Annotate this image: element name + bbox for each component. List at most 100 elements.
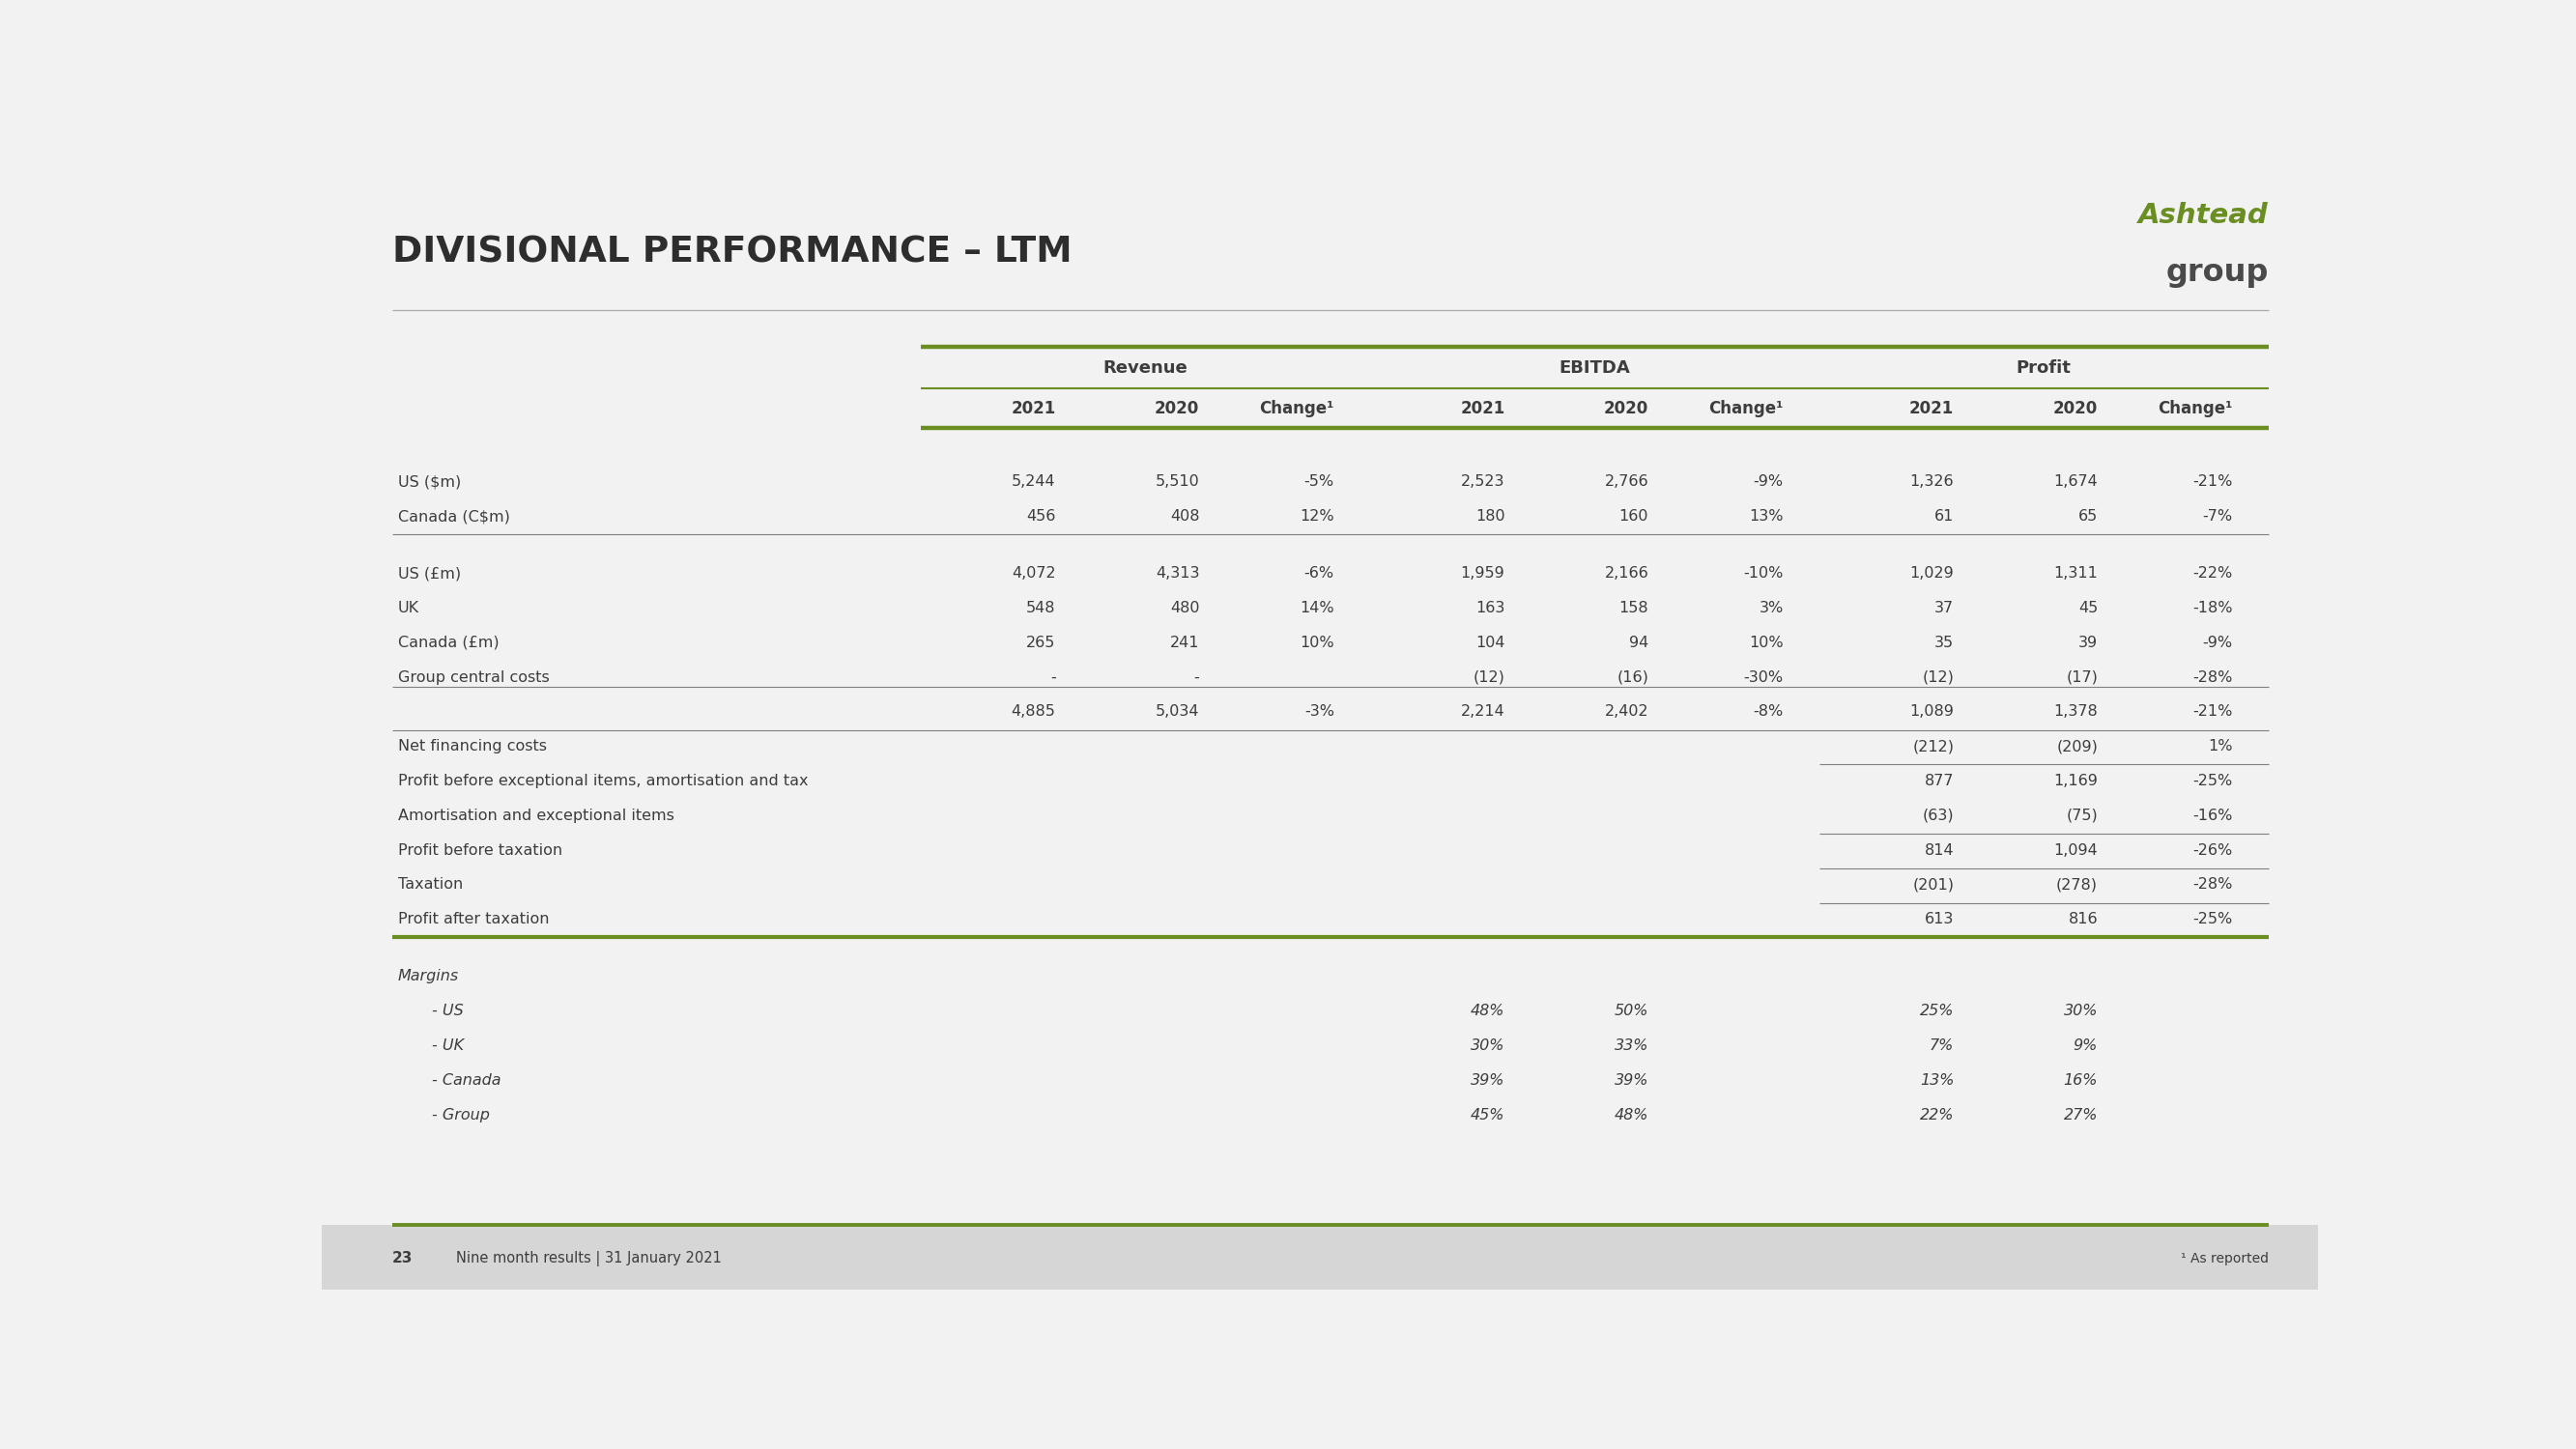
- Text: 30%: 30%: [1471, 1039, 1504, 1053]
- Text: -8%: -8%: [1754, 704, 1783, 719]
- Text: -22%: -22%: [2192, 567, 2233, 581]
- Text: US (£m): US (£m): [397, 567, 461, 581]
- Text: 816: 816: [2069, 913, 2097, 927]
- Text: 39: 39: [2079, 636, 2097, 651]
- Text: UK: UK: [397, 601, 420, 616]
- Text: -6%: -6%: [1303, 567, 1334, 581]
- Text: 241: 241: [1170, 636, 1200, 651]
- Text: 2020: 2020: [1154, 400, 1200, 417]
- Text: 45%: 45%: [1471, 1107, 1504, 1122]
- Text: Change¹: Change¹: [1260, 400, 1334, 417]
- Text: -16%: -16%: [2192, 809, 2233, 823]
- Text: 104: 104: [1476, 636, 1504, 651]
- Text: -28%: -28%: [2192, 669, 2233, 684]
- Text: US ($m): US ($m): [397, 475, 461, 490]
- Text: Taxation: Taxation: [397, 878, 464, 893]
- Text: Ashtead: Ashtead: [2138, 201, 2269, 229]
- Text: 1,029: 1,029: [1909, 567, 1955, 581]
- Text: Profit: Profit: [2017, 359, 2071, 377]
- Text: - UK: - UK: [433, 1039, 464, 1053]
- Text: Change¹: Change¹: [1708, 400, 1783, 417]
- Text: 2,402: 2,402: [1605, 704, 1649, 719]
- Text: - Group: - Group: [433, 1107, 489, 1122]
- Text: -28%: -28%: [2192, 878, 2233, 893]
- Text: (63): (63): [1922, 809, 1955, 823]
- Text: 5,034: 5,034: [1157, 704, 1200, 719]
- Text: Profit before exceptional items, amortisation and tax: Profit before exceptional items, amortis…: [397, 774, 809, 788]
- Text: 7%: 7%: [1929, 1039, 1955, 1053]
- Text: 39%: 39%: [1615, 1074, 1649, 1088]
- Text: 12%: 12%: [1301, 509, 1334, 523]
- Text: 158: 158: [1620, 601, 1649, 616]
- Text: 2,214: 2,214: [1461, 704, 1504, 719]
- Text: 61: 61: [1935, 509, 1955, 523]
- Text: EBITDA: EBITDA: [1558, 359, 1631, 377]
- Text: Canada (C$m): Canada (C$m): [397, 509, 510, 523]
- Text: Margins: Margins: [397, 969, 459, 984]
- Text: -7%: -7%: [2202, 509, 2233, 523]
- Text: 2020: 2020: [2053, 400, 2097, 417]
- Text: ¹ As reported: ¹ As reported: [2179, 1252, 2269, 1265]
- Text: (12): (12): [1922, 669, 1955, 684]
- Text: Net financing costs: Net financing costs: [397, 739, 546, 753]
- Text: 13%: 13%: [1749, 509, 1783, 523]
- Text: 37: 37: [1935, 601, 1955, 616]
- Text: Revenue: Revenue: [1103, 359, 1188, 377]
- Text: 548: 548: [1025, 601, 1056, 616]
- Text: (75): (75): [2066, 809, 2097, 823]
- Text: 39%: 39%: [1471, 1074, 1504, 1088]
- Text: (17): (17): [2066, 669, 2097, 684]
- Text: 456: 456: [1025, 509, 1056, 523]
- Text: 265: 265: [1025, 636, 1056, 651]
- Text: 480: 480: [1170, 601, 1200, 616]
- Text: 1,169: 1,169: [2053, 774, 2097, 788]
- Text: 48%: 48%: [1615, 1107, 1649, 1122]
- Text: -25%: -25%: [2192, 913, 2233, 927]
- Text: -: -: [1051, 669, 1056, 684]
- Text: - Canada: - Canada: [433, 1074, 500, 1088]
- Text: 4,313: 4,313: [1157, 567, 1200, 581]
- Text: (209): (209): [2056, 739, 2097, 753]
- Text: 814: 814: [1924, 843, 1955, 858]
- FancyBboxPatch shape: [322, 1224, 2318, 1290]
- Text: -9%: -9%: [2202, 636, 2233, 651]
- Text: 13%: 13%: [1919, 1074, 1955, 1088]
- Text: 5,510: 5,510: [1154, 475, 1200, 490]
- Text: 4,885: 4,885: [1012, 704, 1056, 719]
- Text: 1,094: 1,094: [2053, 843, 2097, 858]
- Text: 10%: 10%: [1749, 636, 1783, 651]
- Text: -30%: -30%: [1744, 669, 1783, 684]
- Text: 65: 65: [2079, 509, 2097, 523]
- Text: 1,378: 1,378: [2053, 704, 2097, 719]
- Text: 1,089: 1,089: [1909, 704, 1955, 719]
- Text: 23: 23: [392, 1252, 412, 1266]
- Text: (12): (12): [1473, 669, 1504, 684]
- Text: group: group: [2166, 258, 2269, 287]
- Text: 1%: 1%: [2208, 739, 2233, 753]
- Text: 1,311: 1,311: [2053, 567, 2097, 581]
- Text: Nine month results | 31 January 2021: Nine month results | 31 January 2021: [456, 1250, 721, 1266]
- Text: 50%: 50%: [1615, 1004, 1649, 1019]
- Text: -: -: [1193, 669, 1200, 684]
- Text: 27%: 27%: [2063, 1107, 2097, 1122]
- Text: 45: 45: [2079, 601, 2097, 616]
- Text: 10%: 10%: [1301, 636, 1334, 651]
- Text: 2,523: 2,523: [1461, 475, 1504, 490]
- Text: DIVISIONAL PERFORMANCE – LTM: DIVISIONAL PERFORMANCE – LTM: [392, 235, 1072, 270]
- Text: -18%: -18%: [2192, 601, 2233, 616]
- Text: (201): (201): [1911, 878, 1955, 893]
- Text: 180: 180: [1476, 509, 1504, 523]
- Text: -26%: -26%: [2192, 843, 2233, 858]
- Text: Canada (£m): Canada (£m): [397, 636, 500, 651]
- Text: 2,166: 2,166: [1605, 567, 1649, 581]
- Text: -3%: -3%: [1303, 704, 1334, 719]
- Text: - US: - US: [433, 1004, 464, 1019]
- Text: -21%: -21%: [2192, 704, 2233, 719]
- Text: 1,674: 1,674: [2053, 475, 2097, 490]
- Text: 3%: 3%: [1759, 601, 1783, 616]
- Text: Change¹: Change¹: [2159, 400, 2233, 417]
- Text: -9%: -9%: [1754, 475, 1783, 490]
- Text: Group central costs: Group central costs: [397, 669, 549, 684]
- Text: -25%: -25%: [2192, 774, 2233, 788]
- Text: 1,959: 1,959: [1461, 567, 1504, 581]
